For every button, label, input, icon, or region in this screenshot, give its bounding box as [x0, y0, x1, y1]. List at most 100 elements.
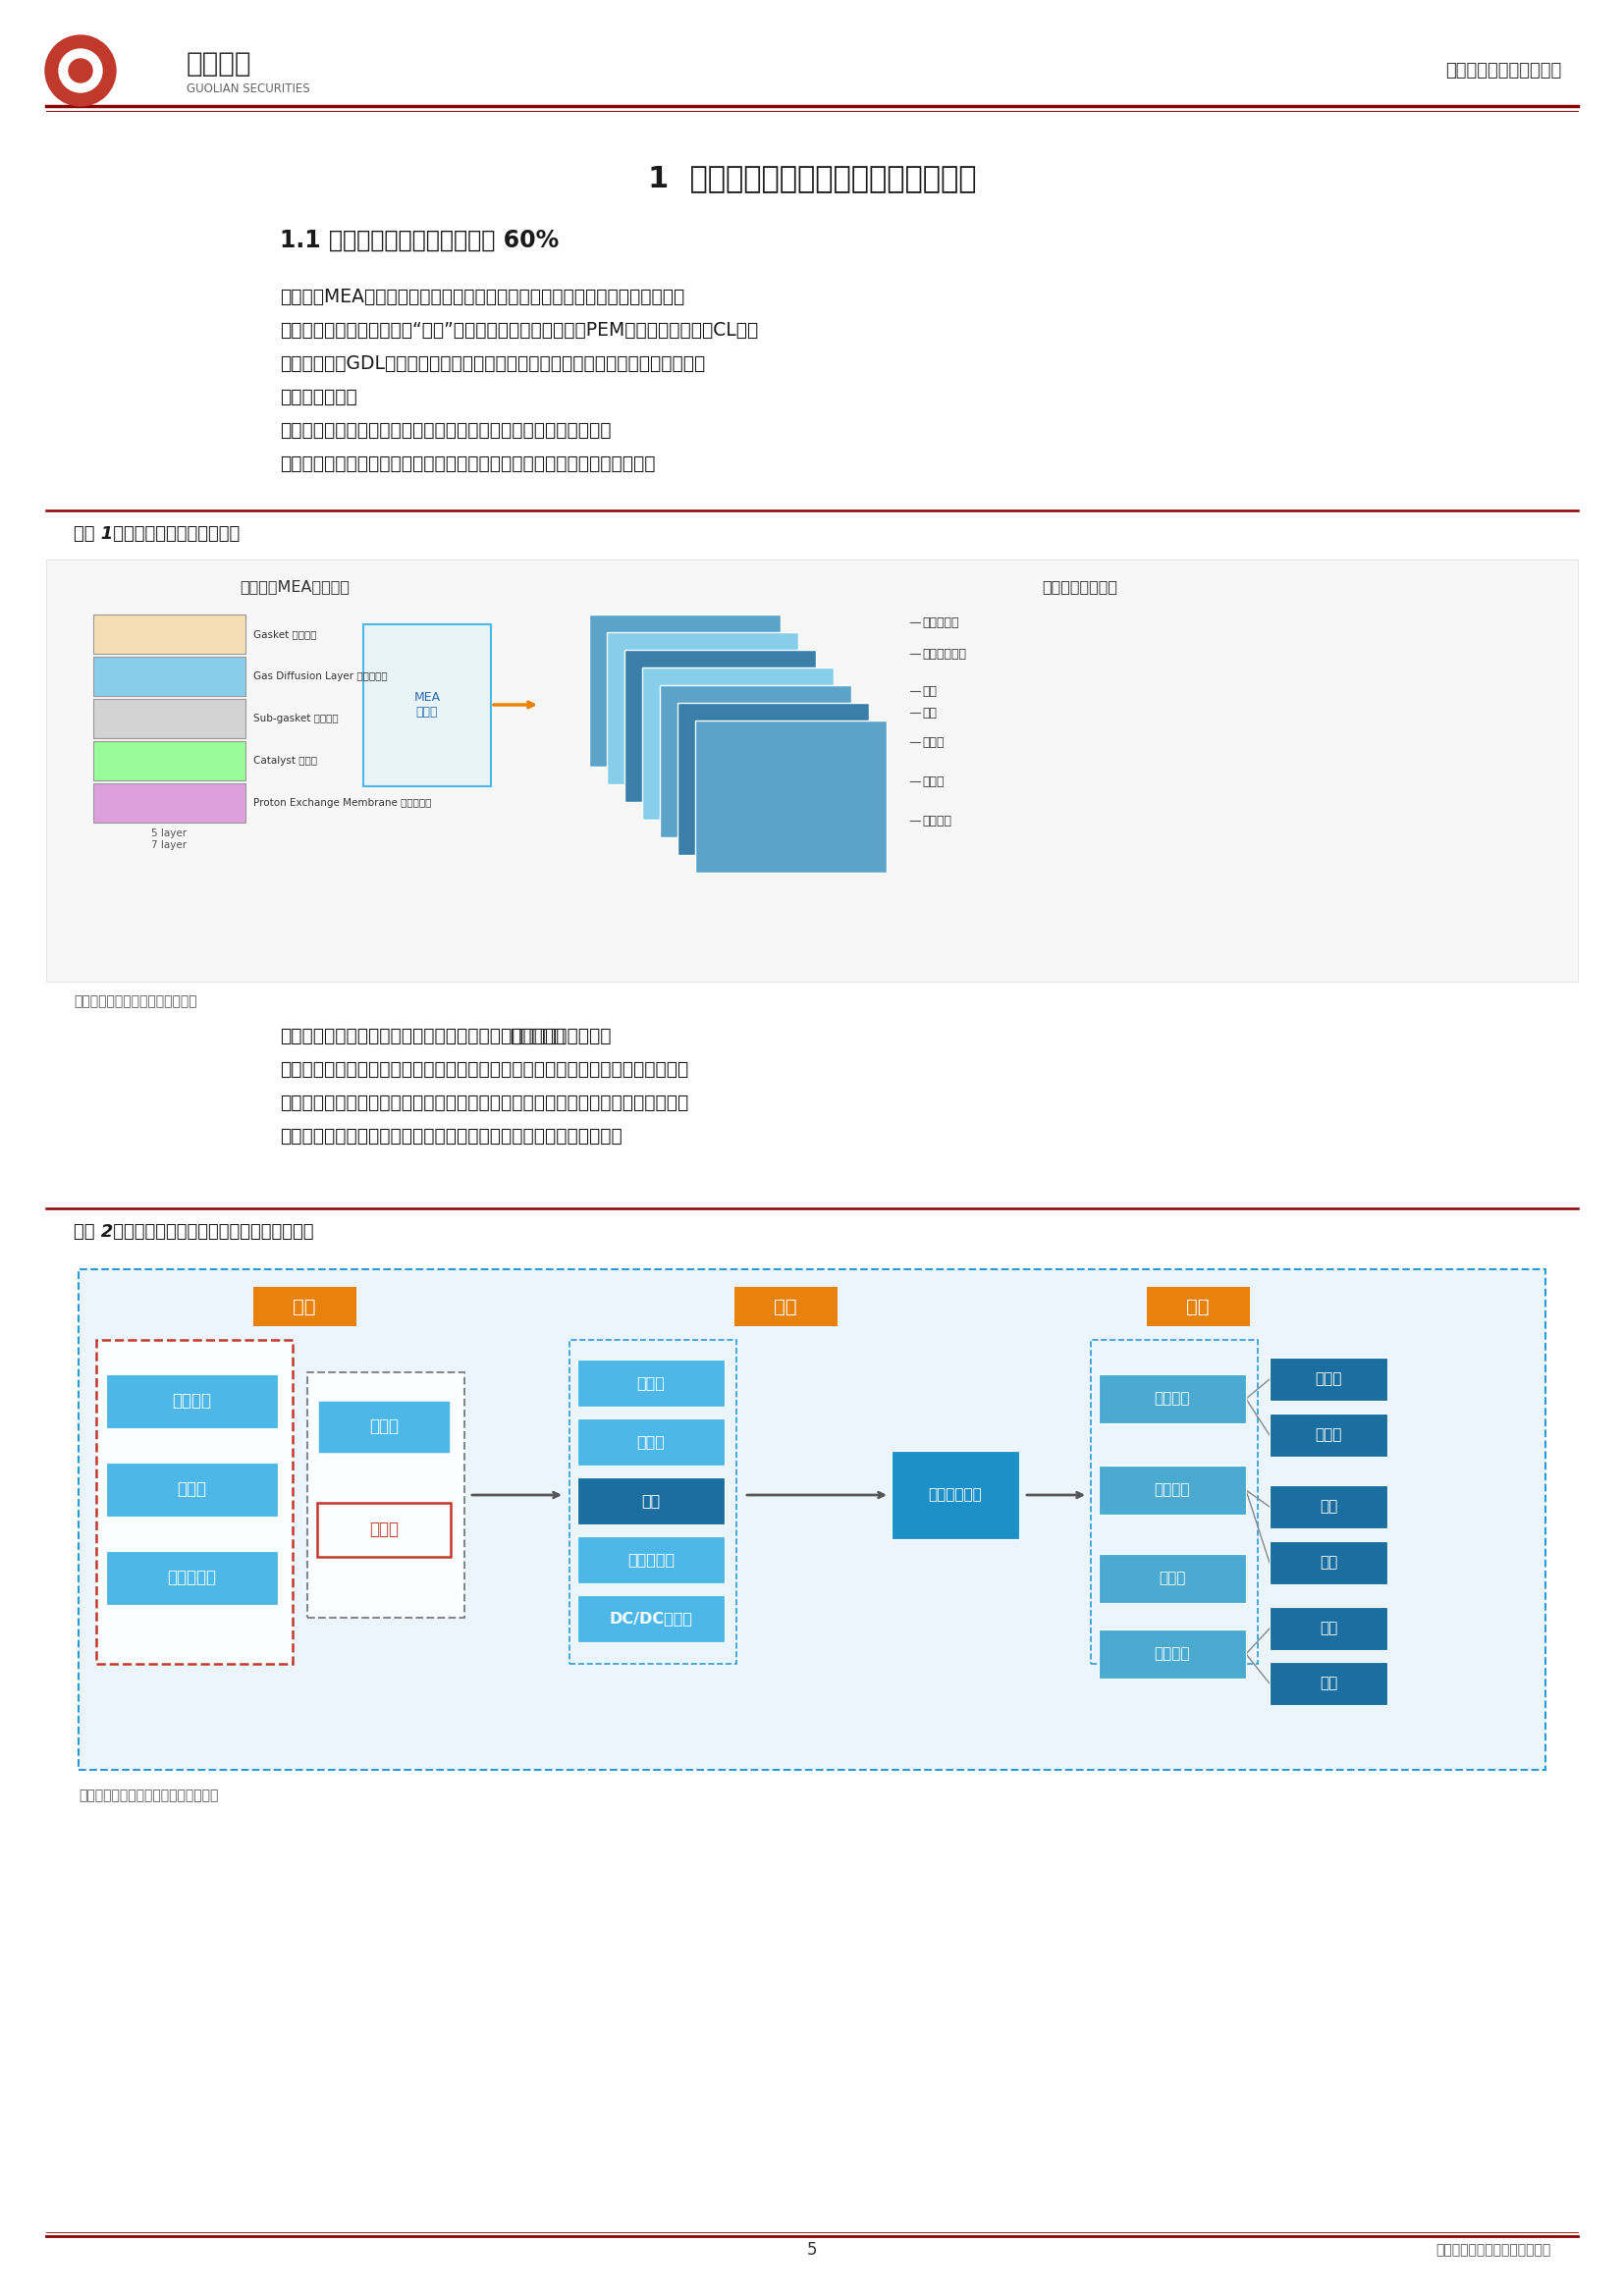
Text: 双极板: 双极板	[922, 776, 944, 788]
FancyBboxPatch shape	[1270, 1357, 1387, 1401]
FancyBboxPatch shape	[96, 1341, 292, 1665]
Text: 氧气: 氧气	[922, 707, 937, 719]
FancyBboxPatch shape	[106, 1375, 278, 1428]
Text: 重复单元: 重复单元	[922, 815, 952, 827]
Text: 膜电极组件: 膜电极组件	[922, 615, 958, 629]
Text: 1.1 膜电极占氢燃料电池成本的 60%: 1.1 膜电极占氢燃料电池成本的 60%	[279, 230, 559, 253]
Text: 气体扩散层（GDL），在相应温度和压力下，热压而成的三合一组件，与双极板组成: 气体扩散层（GDL），在相应温度和压力下，热压而成的三合一组件，与双极板组成	[279, 354, 705, 372]
Text: 空压机: 空压机	[637, 1375, 666, 1391]
Text: 膜电极: 膜电极	[369, 1520, 398, 1538]
FancyBboxPatch shape	[1091, 1341, 1257, 1665]
Text: 来源：群星能源，国联证券研究所: 来源：群星能源，国联证券研究所	[73, 994, 197, 1008]
Text: 家用: 家用	[1319, 1554, 1338, 1570]
Text: 环泵、储氢瓶系统等其它组件构成燃料电池动力系统，下游应用对应交通领域和备用: 环泵、储氢瓶系统等其它组件构成燃料电池动力系统，下游应用对应交通领域和备用	[279, 1093, 689, 1111]
FancyBboxPatch shape	[1270, 1414, 1387, 1456]
FancyBboxPatch shape	[641, 668, 833, 820]
FancyBboxPatch shape	[1099, 1465, 1246, 1515]
FancyBboxPatch shape	[93, 615, 245, 654]
Circle shape	[68, 60, 93, 83]
FancyBboxPatch shape	[317, 1401, 451, 1453]
Text: 膜电极处于燃料电池产业链上游环节，是燃料电池技术和成本中心。: 膜电极处于燃料电池产业链上游环节，是燃料电池技术和成本中心。	[279, 1026, 611, 1045]
FancyBboxPatch shape	[307, 1373, 464, 1619]
FancyBboxPatch shape	[578, 1536, 724, 1584]
Text: 电源领域，主要是商用车、轿车、叉车、固定式电源和便携式电源等。: 电源领域，主要是商用车、轿车、叉车、固定式电源和便携式电源等。	[279, 1127, 622, 1146]
Text: DC/DC转换器: DC/DC转换器	[609, 1612, 693, 1626]
FancyBboxPatch shape	[93, 657, 245, 696]
Text: 气体扩散通道: 气体扩散通道	[922, 647, 966, 661]
Text: 7 layer: 7 layer	[151, 840, 187, 850]
Text: 子交换膜、气体扩散层组成膜电极和双极板构成电堆的上游，电堆与空压机、氢气循: 子交换膜、气体扩散层组成膜电极和双极板构成电堆的上游，电堆与空压机、氢气循	[279, 1061, 689, 1079]
Text: 电极板: 电极板	[922, 735, 944, 748]
FancyBboxPatch shape	[106, 1463, 278, 1518]
Text: 航天: 航天	[1319, 1676, 1338, 1690]
Text: 膜电极（MEA）结构图: 膜电极（MEA）结构图	[240, 579, 349, 595]
Text: 军事: 军事	[1319, 1621, 1338, 1635]
Text: 氢气: 氢气	[922, 684, 937, 698]
FancyBboxPatch shape	[695, 721, 887, 872]
Text: 行业报告｜行业深度研究: 行业报告｜行业深度研究	[1445, 62, 1561, 80]
Text: Proton Exchange Membrane 质子传导膜: Proton Exchange Membrane 质子传导膜	[253, 799, 432, 808]
Text: 请务必阅读报告末页的重要声明: 请务必阅读报告末页的重要声明	[1436, 2243, 1551, 2257]
FancyBboxPatch shape	[1270, 1541, 1387, 1584]
Text: GUOLIAN SECURITIES: GUOLIAN SECURITIES	[187, 83, 310, 94]
Text: 催化剂: 催化剂	[177, 1481, 206, 1497]
Text: Catalyst 催化层: Catalyst 催化层	[253, 755, 317, 765]
FancyBboxPatch shape	[253, 1286, 356, 1327]
FancyBboxPatch shape	[106, 1552, 278, 1605]
Text: 双极板: 双极板	[369, 1417, 398, 1435]
FancyBboxPatch shape	[677, 703, 869, 854]
FancyBboxPatch shape	[590, 615, 781, 767]
Text: 电解质膜: 电解质膜	[172, 1391, 211, 1410]
Text: 国联证券: 国联证券	[187, 51, 252, 78]
FancyBboxPatch shape	[93, 742, 245, 781]
FancyBboxPatch shape	[659, 684, 851, 838]
Text: Sub-gasket 边框材料: Sub-gasket 边框材料	[253, 714, 338, 723]
Text: 乘用车: 乘用车	[1315, 1428, 1341, 1442]
Circle shape	[45, 34, 115, 106]
Text: 来源：马里亚娜氢电，国联证券研究所: 来源：马里亚娜氢电，国联证券研究所	[78, 1789, 218, 1802]
Text: 商用车: 商用车	[1315, 1371, 1341, 1387]
Text: 其他领域: 其他领域	[1155, 1646, 1190, 1662]
Text: 上游: 上游	[292, 1297, 317, 1316]
Text: 加湿器: 加湿器	[637, 1435, 666, 1449]
FancyBboxPatch shape	[93, 783, 245, 822]
FancyBboxPatch shape	[317, 1504, 451, 1557]
Circle shape	[58, 48, 102, 92]
FancyBboxPatch shape	[1270, 1662, 1387, 1706]
Text: 交通运输: 交通运输	[1155, 1391, 1190, 1405]
Text: MEA
组合件: MEA 组合件	[414, 691, 440, 719]
Text: 气体扩散层: 气体扩散层	[167, 1568, 216, 1587]
Text: 电站: 电站	[1319, 1499, 1338, 1513]
Text: 便携式: 便携式	[1160, 1570, 1186, 1587]
Text: 中游: 中游	[775, 1297, 797, 1316]
Text: 5 layer: 5 layer	[151, 829, 187, 838]
Text: 图表 1：膜电极及燃料电池结构图: 图表 1：膜电极及燃料电池结构图	[73, 526, 240, 542]
Text: 氢气循环泵: 氢气循环泵	[627, 1552, 674, 1568]
FancyBboxPatch shape	[78, 1270, 1546, 1770]
FancyBboxPatch shape	[364, 625, 490, 785]
FancyBboxPatch shape	[607, 631, 799, 785]
Text: Gasket 密封材料: Gasket 密封材料	[253, 629, 317, 638]
FancyBboxPatch shape	[734, 1286, 838, 1327]
Text: 燃料电池电堆。: 燃料电池电堆。	[279, 388, 357, 406]
FancyBboxPatch shape	[1147, 1286, 1250, 1327]
FancyBboxPatch shape	[578, 1419, 724, 1465]
Text: 燃料电池系统: 燃料电池系统	[929, 1488, 983, 1502]
FancyBboxPatch shape	[578, 1596, 724, 1642]
Text: 膜电极（MEA）是氢燃料电池的最核心部件，是多项物质传输和电化学反应的核: 膜电极（MEA）是氢燃料电池的最核心部件，是多项物质传输和电化学反应的核	[279, 287, 685, 305]
Text: 膜电极决定了电堆性能、寿命和成本的上限，高性能、低铂载量、低: 膜电极决定了电堆性能、寿命和成本的上限，高性能、低铂载量、低	[279, 420, 611, 439]
Text: 下游: 下游	[1187, 1297, 1210, 1316]
FancyBboxPatch shape	[1270, 1486, 1387, 1529]
Text: 电堆: 电堆	[641, 1492, 661, 1508]
FancyBboxPatch shape	[1270, 1607, 1387, 1651]
Text: 心场所，被称为燃料电池的“心脏”。膜电极是由质子交换膜（PEM）、催化层电极（CL）、: 心场所，被称为燃料电池的“心脏”。膜电极是由质子交换膜（PEM）、催化层电极（C…	[279, 321, 758, 340]
FancyBboxPatch shape	[93, 698, 245, 739]
FancyBboxPatch shape	[1099, 1554, 1246, 1603]
Text: 固定发电: 固定发电	[1155, 1483, 1190, 1497]
Text: 催化剂、质: 催化剂、质	[510, 1026, 565, 1045]
FancyBboxPatch shape	[625, 650, 815, 801]
Text: 成本、长寿命的膜电极对于加速氢燃料电池商业化进程具有非常重要的意义。: 成本、长寿命的膜电极对于加速氢燃料电池商业化进程具有非常重要的意义。	[279, 455, 656, 473]
FancyBboxPatch shape	[578, 1476, 724, 1525]
Text: 5: 5	[807, 2241, 817, 2259]
FancyBboxPatch shape	[45, 560, 1579, 983]
